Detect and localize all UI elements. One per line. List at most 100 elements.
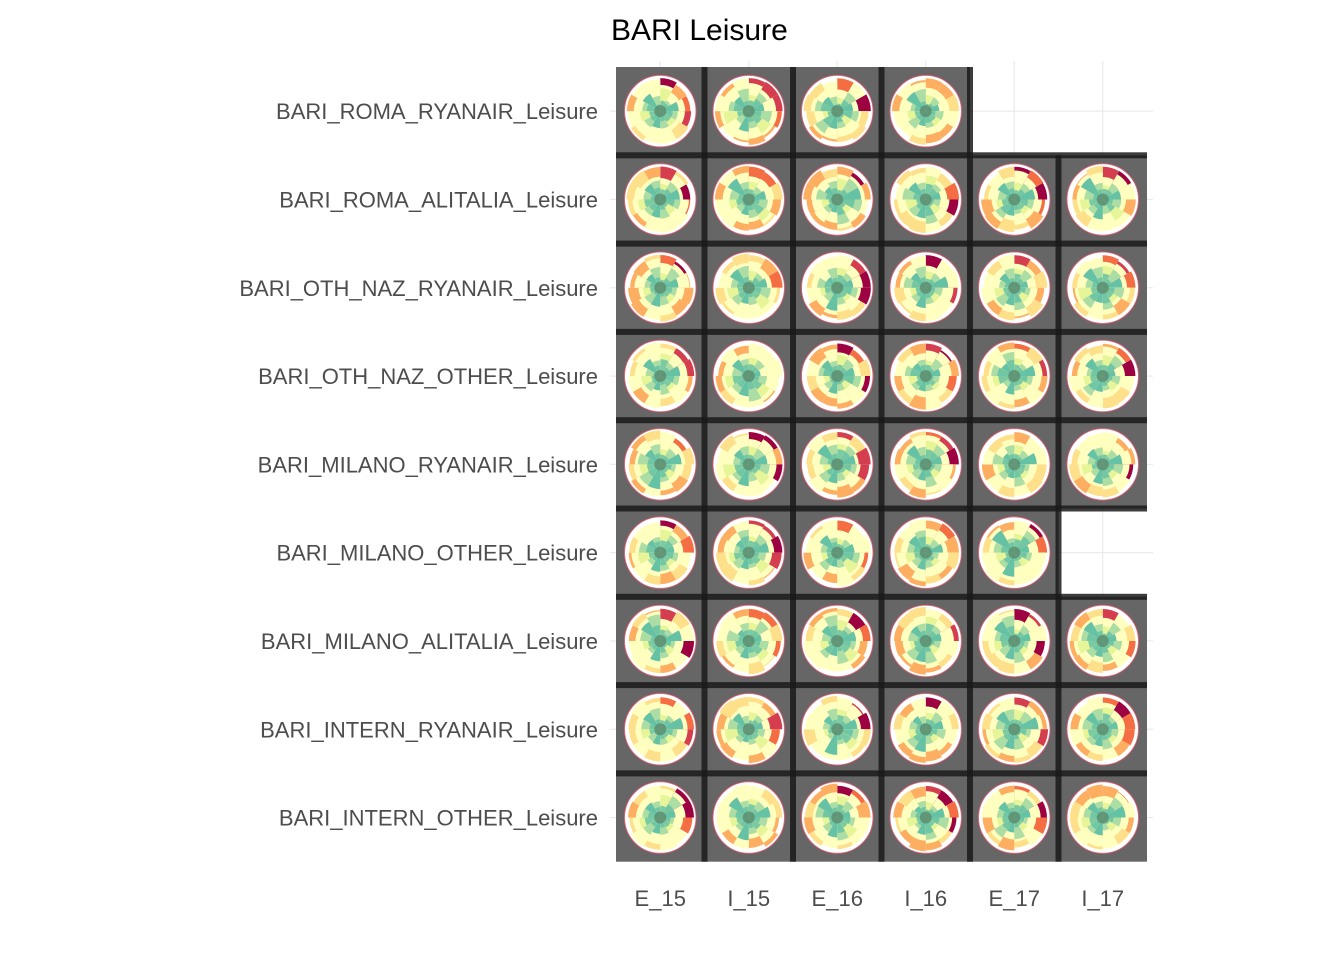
polar-center (1096, 723, 1109, 736)
polar-thumbnail-tile (881, 331, 970, 421)
polar-thumbnail-tile (616, 67, 705, 156)
polar-thumbnail-tile (970, 331, 1059, 421)
polar-center (742, 105, 755, 118)
polar-thumbnail-tile (970, 773, 1059, 862)
polar-rim (623, 692, 697, 766)
polar-rim (800, 74, 874, 148)
polar-rim (623, 780, 697, 855)
polar-rim (712, 74, 786, 148)
polar-rim (1066, 692, 1140, 766)
polar-thumbnail-tile (793, 243, 882, 332)
polar-thumbnail-tile (1058, 243, 1147, 332)
polar-center (654, 634, 667, 647)
tile-separator-vertical (701, 67, 708, 862)
polar-rim (1066, 780, 1140, 855)
polar-rim (623, 604, 697, 678)
polar-rim (977, 251, 1051, 325)
polar-center (742, 723, 755, 736)
chart-title: BARI Leisure (611, 14, 788, 47)
polar-thumbnail-tile (704, 508, 793, 597)
polar-center (1008, 723, 1021, 736)
y-tick-label: BARI_MILANO_OTHER_Leisure (276, 541, 598, 566)
polar-center (1008, 281, 1021, 294)
polar-center (831, 281, 844, 294)
polar-rim (977, 780, 1051, 855)
x-tick-label: I_15 (727, 886, 770, 911)
polar-rim (889, 74, 963, 148)
polar-thumbnail-tile (881, 67, 970, 156)
polar-center (742, 634, 755, 647)
polar-thumbnail-tile (793, 596, 882, 686)
polar-rim (623, 162, 697, 237)
polar-center (919, 105, 932, 118)
polar-rim (800, 515, 874, 590)
x-tick-label: I_16 (904, 886, 947, 911)
polar-thumbnail-tile (793, 155, 882, 244)
polar-rim (712, 692, 786, 766)
x-tick-label: E_17 (989, 886, 1040, 911)
polar-rim (712, 251, 786, 325)
polar-center (654, 193, 667, 206)
polar-thumbnail-tile (793, 685, 882, 774)
y-tick-label: BARI_OTH_NAZ_OTHER_Leisure (258, 364, 598, 389)
polar-rim (1066, 604, 1140, 678)
polar-rim (1066, 251, 1140, 325)
polar-center (831, 193, 844, 206)
polar-thumbnail-tile (970, 155, 1059, 244)
polar-thumbnail-tile (1058, 420, 1147, 509)
polar-center (1008, 193, 1021, 206)
y-tick-label: BARI_ROMA_ALITALIA_Leisure (279, 187, 598, 212)
polar-center (1008, 811, 1021, 824)
polar-thumbnail-tile (881, 773, 970, 862)
polar-thumbnail-tile (881, 685, 970, 774)
tiles-layer (616, 67, 1147, 862)
polar-thumbnail-tile (704, 243, 793, 332)
y-tick-label: BARI_INTERN_RYANAIR_Leisure (260, 717, 598, 742)
polar-center (654, 105, 667, 118)
polar-rim (712, 515, 786, 590)
polar-thumbnail-tile (793, 420, 882, 509)
polar-center (1008, 370, 1021, 383)
polar-thumbnail-tile (616, 685, 705, 774)
polar-center (742, 281, 755, 294)
polar-center (831, 370, 844, 383)
polar-rim (800, 780, 874, 855)
polar-thumbnail-tile (616, 596, 705, 686)
polar-thumbnail-tile (1058, 773, 1147, 862)
x-tick-label: E_15 (635, 886, 686, 911)
polar-center (831, 811, 844, 824)
polar-rim (623, 515, 697, 590)
polar-center (654, 370, 667, 383)
polar-rim (800, 251, 874, 325)
polar-center (742, 458, 755, 471)
polar-center (654, 811, 667, 824)
polar-rim (1066, 339, 1140, 413)
polar-center (1096, 193, 1109, 206)
y-axis-labels: BARI_ROMA_RYANAIR_Leisure BARI_ROMA_ALITA… (239, 99, 598, 830)
polar-thumbnail-tile (970, 596, 1059, 686)
polar-center (1096, 370, 1109, 383)
polar-center (654, 723, 667, 736)
polar-rim (800, 692, 874, 766)
tile-separator-vertical (790, 67, 796, 862)
polar-rim (712, 162, 786, 237)
polar-thumbnail-tile (616, 508, 705, 597)
polar-center (742, 811, 755, 824)
polar-center (654, 458, 667, 471)
polar-rim (623, 251, 697, 325)
y-tick-label: BARI_MILANO_RYANAIR_Leisure (258, 452, 598, 477)
polar-center (919, 546, 932, 559)
polar-center (742, 546, 755, 559)
polar-rim (977, 162, 1051, 237)
polar-center (831, 634, 844, 647)
polar-thumbnail-tile (881, 508, 970, 597)
polar-rim (889, 427, 963, 502)
x-tick-label: I_17 (1081, 886, 1124, 911)
polar-rim (977, 515, 1051, 590)
polar-rim (800, 339, 874, 413)
polar-center (919, 281, 932, 294)
y-tick-label: BARI_MILANO_ALITALIA_Leisure (261, 629, 598, 654)
polar-center (1096, 458, 1109, 471)
polar-rim (889, 162, 963, 237)
x-tick-label: E_16 (812, 886, 863, 911)
